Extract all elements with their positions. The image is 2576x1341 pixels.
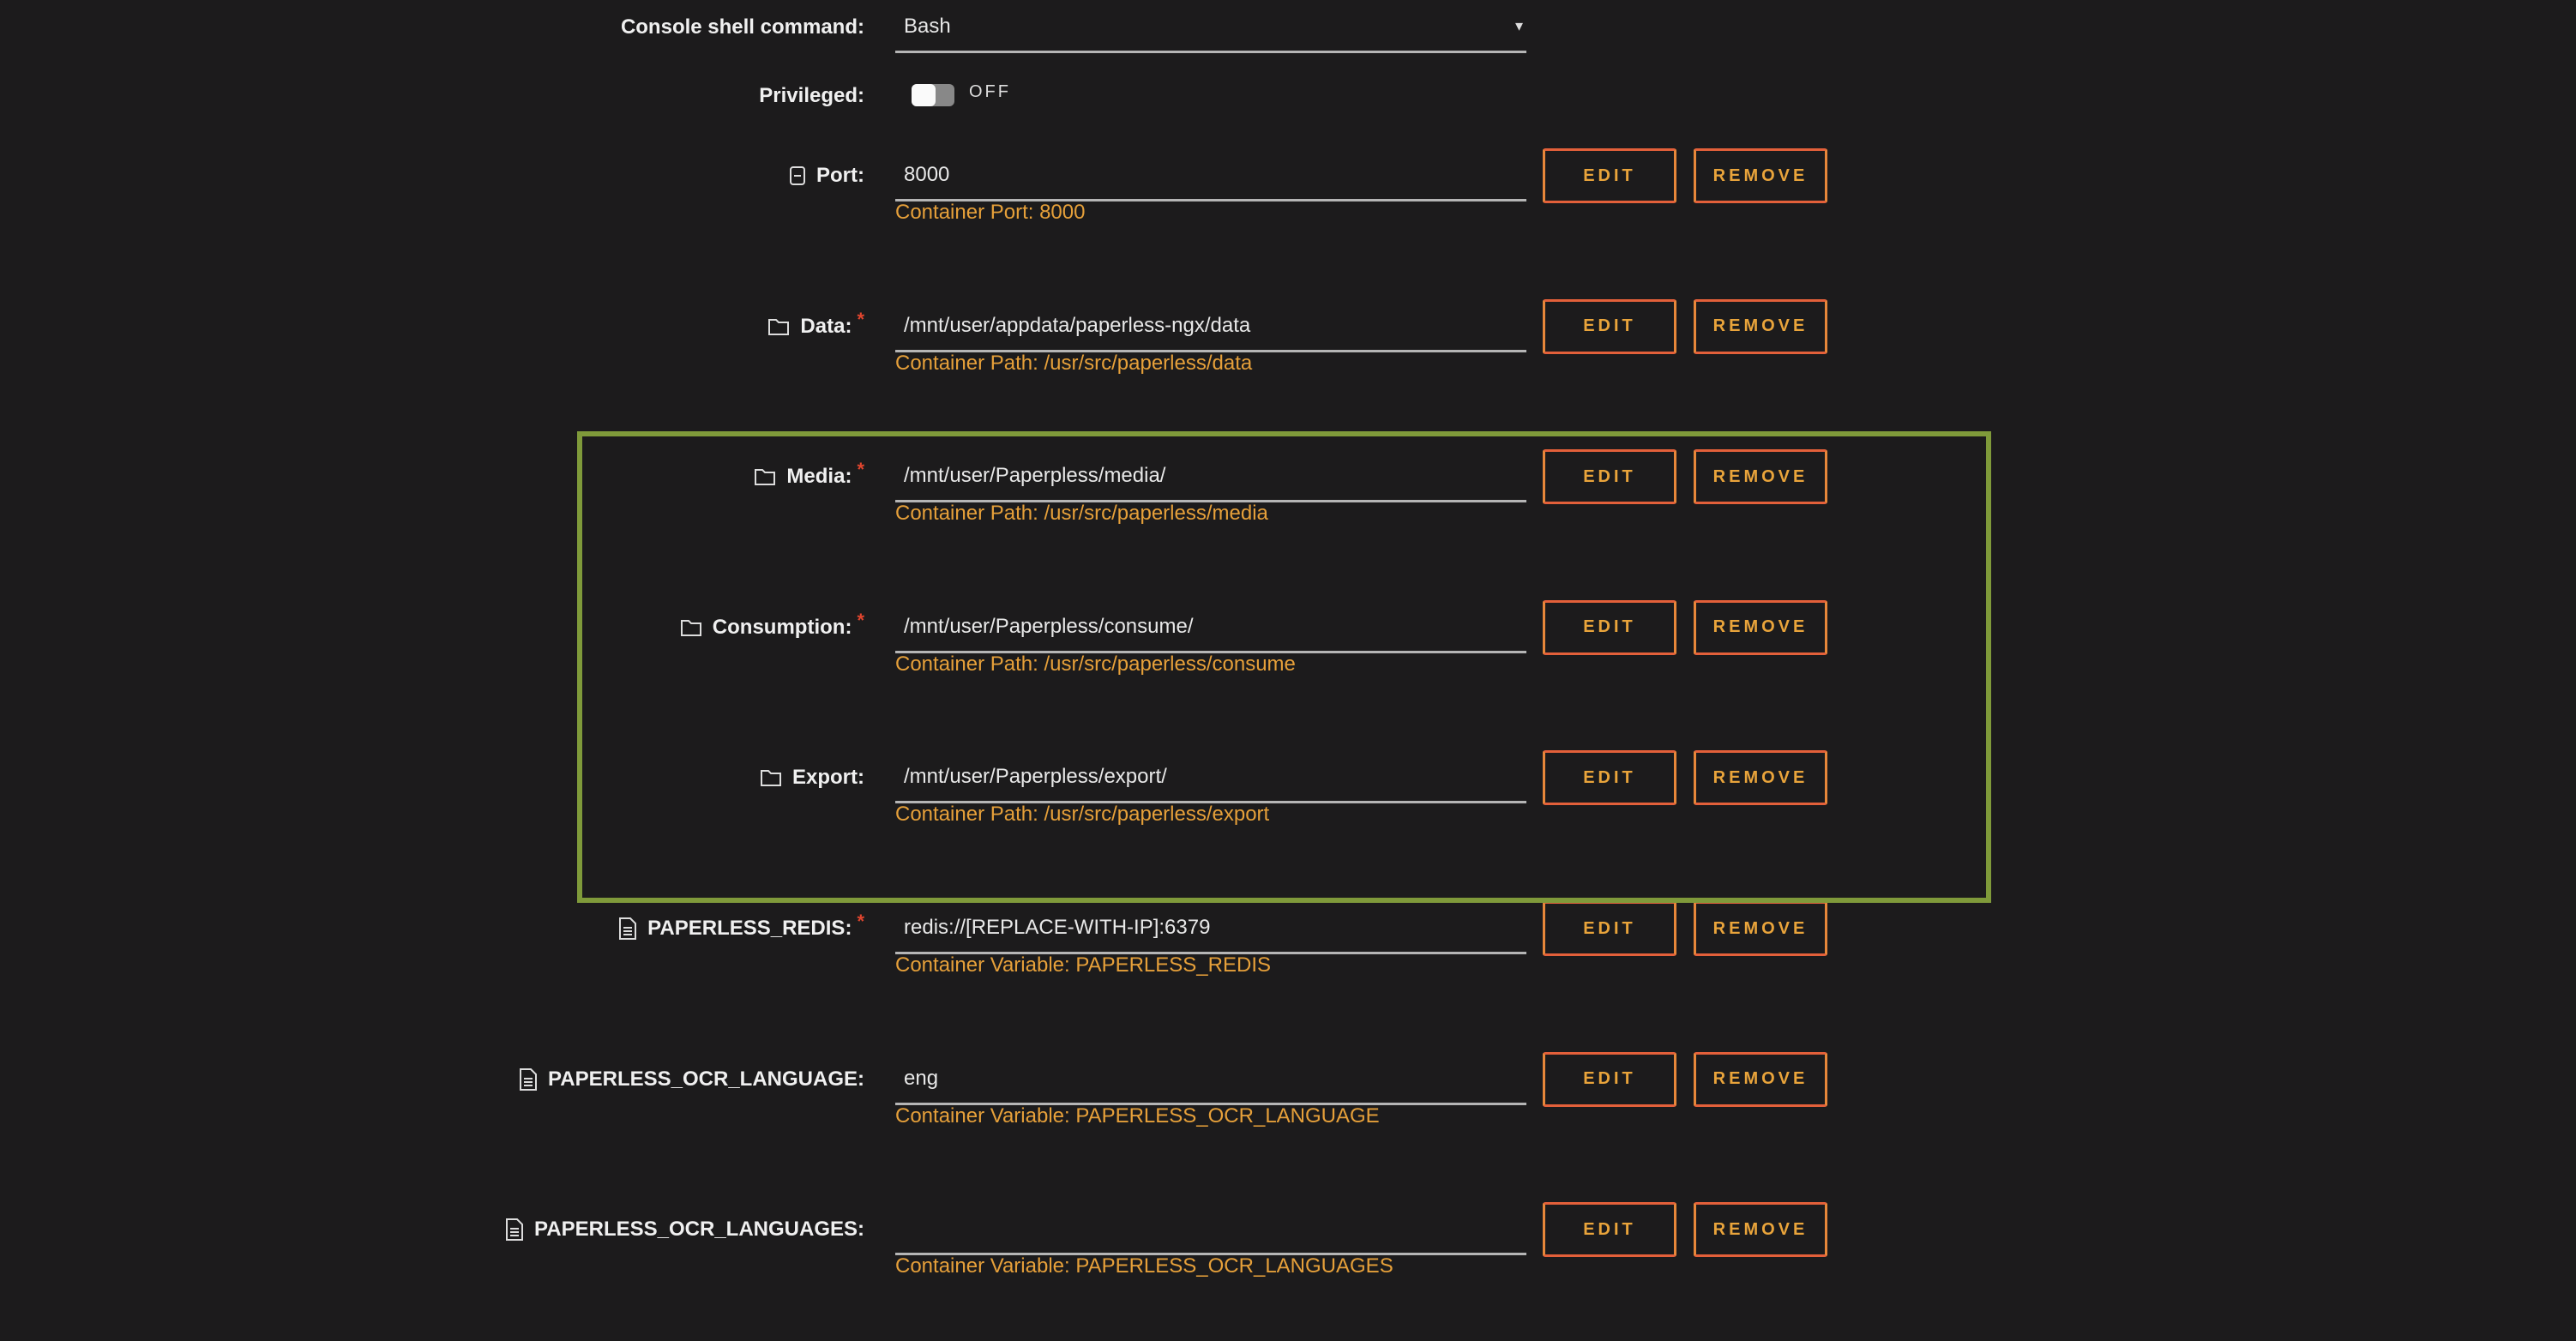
port-icon [789, 165, 806, 186]
document-icon [519, 1067, 538, 1091]
folder-icon [767, 317, 790, 336]
label-text: Port: [816, 164, 864, 187]
remove-button[interactable]: REMOVE [1694, 1202, 1827, 1258]
required-mark: * [857, 911, 864, 932]
row-label: Port: [789, 150, 864, 201]
container-hint: Container Path: /usr/src/paperless/data [895, 351, 1253, 375]
edit-button[interactable]: EDIT [1543, 750, 1676, 806]
remove-button[interactable]: REMOVE [1694, 599, 1827, 655]
privileged-row: Privileged: OFF [0, 70, 2576, 122]
document-icon [618, 917, 637, 941]
row-value-input[interactable]: /mnt/user/appdata/paperless-ngx/data [895, 301, 1526, 352]
label-text: PAPERLESS_OCR_LANGUAGE: [548, 1067, 864, 1091]
edit-button[interactable]: EDIT [1543, 1202, 1676, 1258]
remove-button[interactable]: REMOVE [1694, 298, 1827, 354]
console-shell-row: Console shell command: Bash ▾ [0, 2, 2576, 53]
privileged-toggle[interactable] [912, 84, 954, 106]
config-row: PAPERLESS_REDIS: * redis://[REPLACE-WITH… [0, 901, 2576, 977]
edit-button[interactable]: EDIT [1543, 901, 1676, 956]
container-hint: Container Path: /usr/src/paperless/expor… [895, 803, 1270, 827]
console-shell-select[interactable]: Bash ▾ [895, 2, 1526, 53]
config-row: PAPERLESS_OCR_LANGUAGES: EDIT REMOVE Con… [0, 1202, 2576, 1278]
row-value-input[interactable]: /mnt/user/Paperpless/consume/ [895, 602, 1526, 653]
row-value-input[interactable]: redis://[REPLACE-WITH-IP]:6379 [895, 903, 1526, 954]
label-text: Privileged: [759, 84, 864, 107]
label-text: Consumption: [712, 615, 852, 639]
config-row: Port: 8000 EDIT REMOVE Container Port: 8… [0, 148, 2576, 224]
config-row: PAPERLESS_OCR_LANGUAGE: eng EDIT REMOVE … [0, 1051, 2576, 1128]
edit-button[interactable]: EDIT [1543, 599, 1676, 655]
config-row: Data: * /mnt/user/appdata/paperless-ngx/… [0, 298, 2576, 375]
config-row: Media: * /mnt/user/Paperpless/media/ EDI… [0, 449, 2576, 525]
folder-icon [680, 618, 702, 637]
label-text: Data: [800, 314, 852, 338]
row-label: Data: * [767, 301, 864, 352]
chevron-down-icon: ▾ [1514, 17, 1523, 34]
document-icon [505, 1218, 524, 1242]
remove-button[interactable]: REMOVE [1694, 1051, 1827, 1107]
row-label: PAPERLESS_OCR_LANGUAGES: [505, 1204, 864, 1255]
required-mark: * [857, 459, 864, 481]
privileged-state: OFF [969, 82, 1011, 101]
container-hint: Container Variable: PAPERLESS_OCR_LANGUA… [895, 1103, 1380, 1128]
label-text: Media: [786, 465, 852, 489]
container-hint: Container Port: 8000 [895, 201, 1086, 224]
row-label: PAPERLESS_REDIS: * [618, 903, 864, 954]
toggle-knob [912, 84, 936, 106]
required-mark: * [857, 308, 864, 330]
edit-button[interactable]: EDIT [1543, 449, 1676, 505]
label-text: Console shell command: [620, 15, 864, 39]
required-mark: * [857, 609, 864, 631]
row-value-input[interactable]: eng [895, 1054, 1526, 1105]
select-value: Bash [904, 15, 951, 38]
edit-button[interactable]: EDIT [1543, 148, 1676, 203]
row-label: Media: * [754, 451, 864, 502]
config-row: Consumption: * /mnt/user/Paperpless/cons… [0, 599, 2576, 676]
edit-button[interactable]: EDIT [1543, 298, 1676, 354]
row-label: Export: [760, 752, 864, 803]
row-label: PAPERLESS_OCR_LANGUAGE: [519, 1054, 864, 1105]
row-value-input[interactable]: 8000 [895, 150, 1526, 201]
remove-button[interactable]: REMOVE [1694, 750, 1827, 806]
row-value-input[interactable]: /mnt/user/Paperpless/export/ [895, 752, 1526, 804]
label-text: PAPERLESS_OCR_LANGUAGES: [534, 1218, 864, 1242]
config-row: Export: /mnt/user/Paperpless/export/ EDI… [0, 750, 2576, 826]
console-shell-label: Console shell command: [621, 2, 864, 53]
container-hint: Container Variable: PAPERLESS_OCR_LANGUA… [895, 1254, 1393, 1278]
row-value-input[interactable]: /mnt/user/Paperpless/media/ [895, 451, 1526, 503]
remove-button[interactable]: REMOVE [1694, 148, 1827, 203]
remove-button[interactable]: REMOVE [1694, 449, 1827, 505]
label-text: Export: [792, 766, 864, 790]
container-hint: Container Variable: PAPERLESS_REDIS [895, 953, 1271, 977]
row-label: Consumption: * [680, 602, 864, 653]
privileged-label: Privileged: [759, 70, 864, 122]
label-text: PAPERLESS_REDIS: [647, 917, 852, 940]
edit-button[interactable]: EDIT [1543, 1051, 1676, 1107]
container-hint: Container Path: /usr/src/paperless/consu… [895, 652, 1296, 676]
container-hint: Container Path: /usr/src/paperless/media [895, 502, 1268, 526]
row-value-input[interactable] [895, 1204, 1526, 1256]
folder-icon [760, 768, 782, 787]
remove-button[interactable]: REMOVE [1694, 901, 1827, 956]
folder-icon [754, 467, 776, 486]
